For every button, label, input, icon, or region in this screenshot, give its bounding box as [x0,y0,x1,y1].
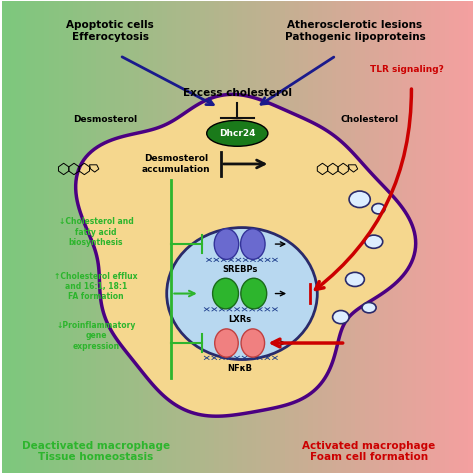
Text: TLR signaling?: TLR signaling? [370,65,444,74]
Text: ↑Cholesterol efflux
and 16:1, 18:1
FA formation: ↑Cholesterol efflux and 16:1, 18:1 FA fo… [55,272,138,301]
Text: Atherosclerotic lesions
Pathogenic lipoproteins: Atherosclerotic lesions Pathogenic lipop… [284,20,425,42]
Ellipse shape [346,273,365,286]
Ellipse shape [215,329,238,357]
Text: Cholesterol: Cholesterol [340,115,398,124]
Ellipse shape [207,120,268,146]
Text: Apoptotic cells
Efferocytosis: Apoptotic cells Efferocytosis [66,20,154,42]
Text: Activated macrophage
Foam cell formation: Activated macrophage Foam cell formation [302,441,436,462]
Text: Desmosterol: Desmosterol [73,115,137,124]
Ellipse shape [212,278,238,309]
Text: Excess cholesterol: Excess cholesterol [183,88,292,98]
Ellipse shape [241,329,264,357]
Text: Dhcr24: Dhcr24 [219,129,255,138]
Ellipse shape [241,229,265,259]
Text: ↓Cholesterol and
fatty acid
biosynthesis: ↓Cholesterol and fatty acid biosynthesis [59,218,134,247]
Ellipse shape [362,302,376,313]
Ellipse shape [214,229,239,259]
Ellipse shape [333,310,349,324]
Text: SREBPs: SREBPs [222,265,257,274]
Polygon shape [76,94,416,416]
Text: Deactivated macrophage
Tissue homeostasis: Deactivated macrophage Tissue homeostasi… [22,441,170,462]
Text: NFκB: NFκB [227,365,252,374]
Ellipse shape [241,278,267,309]
Ellipse shape [167,228,317,359]
Ellipse shape [365,235,383,248]
Text: LXRs: LXRs [228,315,251,324]
Ellipse shape [349,191,370,208]
Text: Desmosterol
accumulation: Desmosterol accumulation [142,154,210,173]
Text: ↓Proinflammatory
gene
expression: ↓Proinflammatory gene expression [56,321,136,351]
Ellipse shape [372,203,385,214]
